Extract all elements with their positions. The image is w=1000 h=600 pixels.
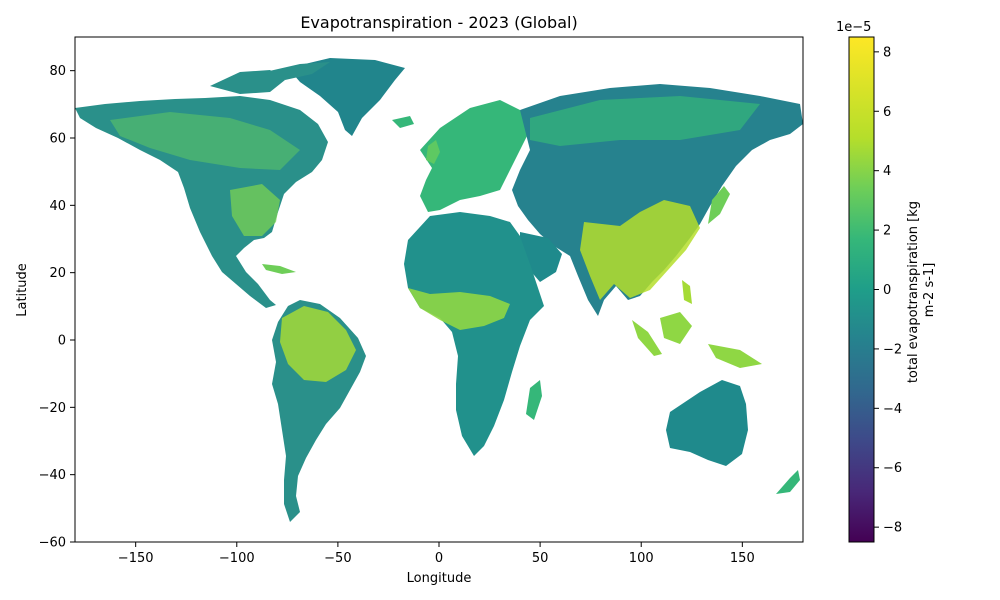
colorbar-tick-label: 2: [883, 224, 891, 239]
map-axes: −150 −100 −50 0 50 100 150 806040200−20−40−60 …: [15, 36, 804, 586]
colorbar-tick-label: 8: [883, 45, 891, 60]
y-tick-label: −20: [39, 401, 66, 416]
y-tick-label: −40: [39, 468, 66, 483]
land-europe: [420, 100, 530, 212]
y-tick-label: 40: [49, 199, 66, 214]
land-sahel-humid: [408, 288, 510, 330]
x-tick-label: 100: [629, 551, 654, 566]
y-tick-label: −60: [39, 536, 66, 551]
y-tick-label: 60: [49, 132, 66, 147]
land-new-guinea: [708, 344, 762, 368]
x-tick-label: −150: [118, 551, 154, 566]
land-amazon-humid: [280, 306, 356, 382]
land-japan: [708, 186, 730, 224]
land-ellesmere: [265, 62, 330, 80]
y-tick-label: 0: [58, 334, 66, 349]
land-iceland: [392, 116, 414, 128]
y-axis-ticks: 80 60 40 20 0 −20 −40 −60: [39, 64, 75, 551]
colorbar-label-line-1: total evapotranspiration [kg: [906, 201, 921, 383]
colorbar-tick-label: −4: [883, 402, 902, 417]
land-borneo: [660, 312, 692, 344]
land-africa: [404, 212, 544, 456]
colorbar-ticks: 8 6 4 2 0 −2 −4 −6 −8: [874, 45, 902, 536]
colorbar-tick-label: 6: [883, 105, 891, 120]
x-tick-label: −100: [219, 551, 255, 566]
y-axis-label: Latitude: [15, 263, 30, 317]
land-sumatra: [632, 320, 662, 356]
y-tick-label: 20: [49, 266, 66, 281]
land-us-east-humid: [230, 184, 280, 236]
chart-title: Evapotranspiration - 2023 (Global): [300, 13, 577, 32]
land-south-asia-humid: [580, 200, 700, 300]
x-tick-label: 150: [730, 551, 755, 566]
colorbar-tick-label: −2: [883, 342, 902, 357]
x-tick-label: 50: [532, 551, 549, 566]
colorbar-label-line-2: m-2 s-1]: [922, 263, 937, 318]
colorbar: 8 6 4 2 0 −2 −4 −6 −8 1e−5 total evapotranspirat…: [836, 20, 937, 543]
colorbar-tick-label: 4: [883, 164, 891, 179]
colorbar-tick-label: −8: [883, 521, 902, 536]
x-axis-ticks: −150 −100 −50 0 50 100 150: [118, 542, 755, 566]
land-australia: [666, 380, 748, 466]
land-siberia-green: [530, 96, 760, 146]
land-madagascar: [526, 380, 542, 420]
land-canadian-archipelago: [210, 70, 285, 94]
x-tick-label: 0: [435, 551, 443, 566]
land-britain: [426, 140, 440, 164]
land-cuba: [262, 264, 296, 274]
x-tick-label: −50: [324, 551, 351, 566]
colorbar-tick-label: −6: [883, 461, 902, 476]
x-axis-label: Longitude: [407, 571, 472, 586]
y-tick-label: 80: [49, 64, 66, 79]
colorbar-tick-label: 0: [883, 283, 891, 298]
colorbar-offset-text: 1e−5: [836, 20, 871, 35]
land-new-zealand: [776, 470, 800, 494]
colorbar-label: total evapotranspiration [kg m-2 s-1]: [906, 197, 937, 383]
colorbar-gradient: [848, 36, 875, 543]
land-greenland: [288, 58, 405, 136]
land-boreal-green: [110, 112, 300, 170]
land-philippines: [682, 280, 692, 304]
land-heatmap: [75, 58, 803, 522]
